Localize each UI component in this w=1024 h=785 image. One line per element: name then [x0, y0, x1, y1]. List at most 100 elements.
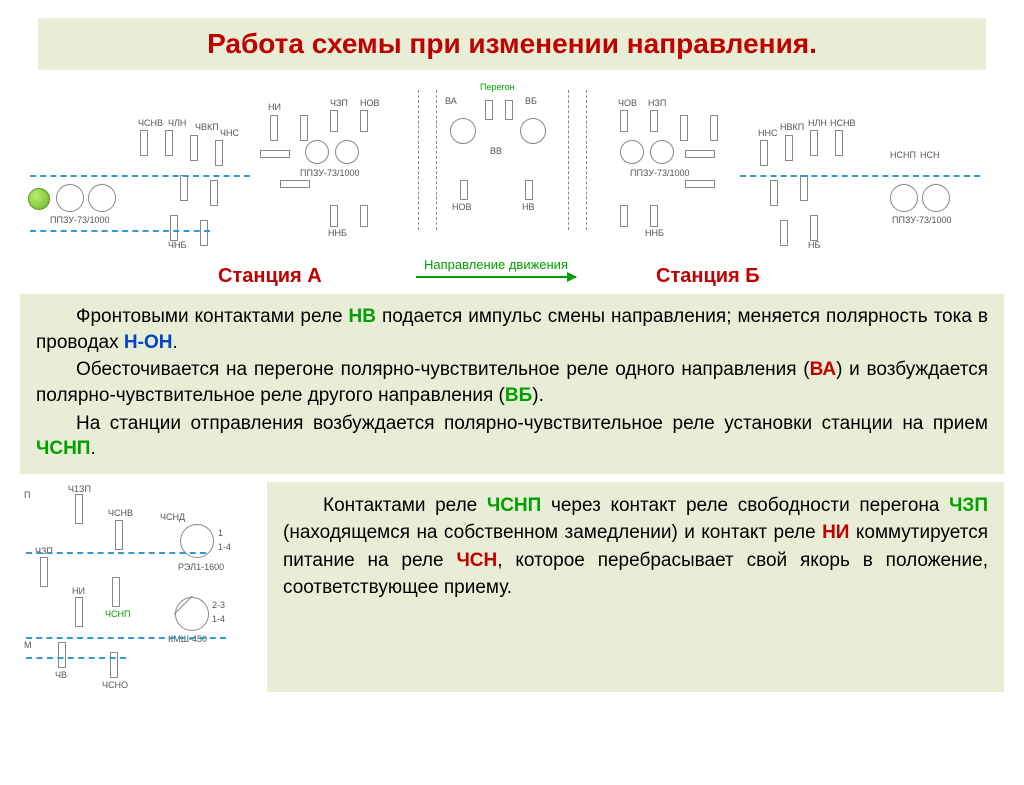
schematic-box	[485, 100, 493, 120]
direction-text: Направление движения	[424, 257, 568, 272]
schematic-box	[170, 215, 178, 241]
schematic-label: ППЗУ-73/1000	[300, 168, 360, 178]
schematic-box	[620, 110, 628, 132]
schematic-box	[680, 115, 688, 141]
schematic-box	[165, 130, 173, 156]
schematic-box	[200, 220, 208, 246]
para-2: Обесточивается на перегоне полярно-чувст…	[36, 357, 988, 408]
highlight-chzp: ЧЗП	[949, 495, 988, 516]
schematic-label: НСНП	[890, 150, 916, 160]
dashed-divider	[418, 90, 419, 230]
schematic-box	[75, 597, 83, 627]
schematic-box	[685, 180, 715, 188]
mini-label: ЧЗП	[35, 546, 53, 556]
cyan-flow-line	[26, 657, 126, 659]
title-box: Работа схемы при изменении направления.	[38, 18, 986, 70]
highlight-nv: НВ	[349, 306, 376, 327]
schematic-box	[280, 180, 310, 188]
station-a-label: Станция А	[218, 265, 322, 288]
schematic-label: ВВ	[490, 146, 502, 156]
schematic-box	[835, 130, 843, 156]
direction-arrow-icon	[416, 276, 576, 278]
relay-circle	[335, 140, 359, 164]
schematic-box	[785, 135, 793, 161]
schematic-label: НЛН	[808, 118, 827, 128]
schematic-box	[330, 205, 338, 227]
cyan-flow-line	[30, 230, 210, 232]
text-span: Фронтовыми контактами реле	[76, 306, 349, 327]
text-span: На станции отправления возбуждается поля…	[76, 413, 988, 434]
schematic-label: ЧЗП	[330, 98, 348, 108]
schematic-box	[112, 577, 120, 607]
highlight-chsn: ЧСН	[456, 550, 497, 571]
schematic-label: ЧОВ	[618, 98, 637, 108]
cyan-flow-line	[740, 175, 980, 177]
highlight-ni: НИ	[822, 522, 849, 543]
main-schematic: ППЗУ-73/1000 ЧСНВ ЧЛН ЧВКП ЧНС ЧНБ НИ ЧЗ…	[20, 80, 1004, 290]
text-span: .	[90, 438, 95, 459]
schematic-box	[460, 180, 468, 200]
schematic-label: ВА	[445, 96, 457, 106]
schematic-box	[710, 115, 718, 141]
schematic-box	[215, 140, 223, 166]
schematic-box	[360, 205, 368, 227]
text-span: .	[172, 332, 177, 353]
green-indicator-dot	[28, 188, 50, 210]
mini-label: 1-4	[212, 614, 225, 624]
schematic-label: НСНВ	[830, 118, 856, 128]
schematic-box	[760, 140, 768, 166]
schematic-box	[780, 220, 788, 246]
relay-circle	[305, 140, 329, 164]
schematic-label: НБ	[808, 240, 820, 250]
schematic-box	[525, 180, 533, 200]
dashed-divider	[436, 90, 437, 230]
schematic-label: НВКП	[780, 122, 804, 132]
mini-label: НИ	[72, 586, 85, 596]
schematic-label: НОВ	[360, 98, 380, 108]
mini-label: 1-4	[218, 542, 231, 552]
dashed-divider	[586, 90, 587, 230]
cyan-flow-line	[26, 637, 226, 639]
relay-circle	[650, 140, 674, 164]
description-block-1: Фронтовыми контактами реле НВ подается и…	[20, 294, 1004, 474]
mini-label: П	[24, 490, 30, 500]
mini-label: 1	[218, 528, 223, 538]
mini-label: Ч1ЗП	[68, 484, 91, 494]
highlight-non: Н-ОН	[124, 332, 173, 353]
schematic-label: ЧНС	[220, 128, 239, 138]
mini-label: ЧСНВ	[108, 508, 133, 518]
schematic-box	[190, 135, 198, 161]
schematic-label: ЧВКП	[195, 122, 219, 132]
schematic-box	[505, 100, 513, 120]
relay-circle	[890, 184, 918, 212]
schematic-box	[810, 130, 818, 156]
text-span: (находящемся на собственном замедлении) …	[283, 522, 822, 543]
schematic-label: ППЗУ-73/1000	[630, 168, 690, 178]
schematic-label: ВБ	[525, 96, 537, 106]
mini-label: КМШ-450	[168, 634, 207, 644]
schematic-label: ППЗУ-73/1000	[892, 215, 952, 225]
lower-row: П Ч1ЗП ЧСНВ ЧСНД 1 1-4 РЭЛ1-1600 ЧЗП ЧСН…	[20, 482, 1004, 692]
text-span: Обесточивается на перегоне полярно-чувст…	[76, 359, 810, 380]
relay-circle	[520, 118, 546, 144]
schematic-label: НВ	[522, 202, 535, 212]
relay-circle	[922, 184, 950, 212]
mini-label: ЧСНО	[102, 680, 128, 690]
schematic-box	[260, 150, 290, 158]
cyan-flow-line	[26, 552, 206, 554]
relay-circle	[450, 118, 476, 144]
schematic-box	[270, 115, 278, 141]
relay-circle	[56, 184, 84, 212]
relay-circle	[88, 184, 116, 212]
text-span: Контактами реле	[323, 495, 487, 516]
dashed-divider	[568, 90, 569, 230]
mini-label: ЧСНД	[160, 512, 185, 522]
schematic-label: ЧЛН	[168, 118, 186, 128]
schematic-label: ЧНБ	[168, 240, 186, 250]
schematic-label: ННС	[758, 128, 778, 138]
schematic-box	[75, 494, 83, 524]
schematic-label: ЧСНВ	[138, 118, 163, 128]
peregon-label: Перегон	[480, 82, 515, 92]
schematic-box	[360, 110, 368, 132]
schematic-box	[180, 175, 188, 201]
